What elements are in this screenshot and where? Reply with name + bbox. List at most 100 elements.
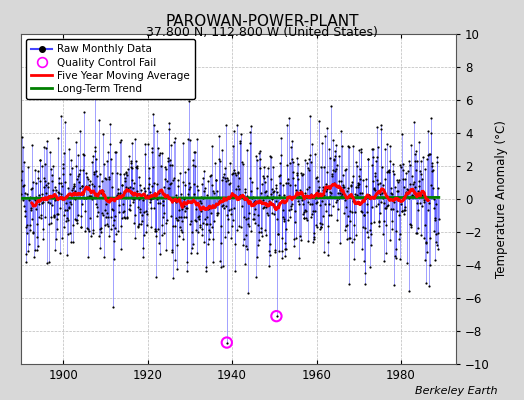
Point bbox=[384, 202, 392, 209]
Point bbox=[47, 166, 56, 172]
Point bbox=[393, 188, 401, 194]
Point bbox=[314, 187, 322, 193]
Point bbox=[344, 185, 352, 191]
Point bbox=[128, 176, 136, 183]
Point bbox=[56, 250, 64, 257]
Point bbox=[291, 187, 300, 193]
Point bbox=[311, 151, 320, 157]
Point bbox=[221, 165, 229, 171]
Point bbox=[114, 186, 123, 192]
Point bbox=[182, 214, 190, 220]
Point bbox=[224, 177, 232, 184]
Point bbox=[422, 280, 430, 286]
Point bbox=[92, 156, 100, 162]
Point bbox=[396, 256, 404, 262]
Point bbox=[326, 192, 334, 199]
Point bbox=[315, 118, 323, 124]
Point bbox=[231, 170, 239, 176]
Point bbox=[71, 196, 79, 202]
Point bbox=[71, 216, 80, 223]
Point bbox=[309, 208, 317, 214]
Point bbox=[37, 190, 46, 197]
Point bbox=[358, 209, 367, 216]
Point bbox=[221, 202, 230, 209]
Point bbox=[310, 236, 318, 242]
Point bbox=[83, 254, 92, 260]
Point bbox=[352, 159, 361, 165]
Point bbox=[106, 226, 115, 232]
Point bbox=[306, 152, 314, 158]
Point bbox=[408, 192, 416, 198]
Point bbox=[45, 220, 53, 227]
Point bbox=[247, 179, 256, 185]
Point bbox=[396, 230, 405, 237]
Point bbox=[166, 162, 174, 168]
Point bbox=[111, 149, 119, 156]
Point bbox=[257, 189, 266, 196]
Point bbox=[347, 208, 356, 215]
Point bbox=[281, 239, 289, 246]
Point bbox=[198, 232, 206, 238]
Point bbox=[409, 193, 417, 199]
Point bbox=[378, 189, 386, 196]
Point bbox=[23, 222, 31, 228]
Point bbox=[232, 193, 241, 200]
Point bbox=[130, 180, 138, 186]
Point bbox=[24, 248, 32, 254]
Point bbox=[38, 163, 46, 169]
Point bbox=[237, 203, 246, 210]
Point bbox=[422, 239, 431, 246]
Point bbox=[295, 201, 303, 207]
Point bbox=[106, 140, 114, 147]
Point bbox=[422, 240, 430, 246]
Point bbox=[20, 182, 28, 188]
Point bbox=[250, 220, 259, 226]
Point bbox=[334, 190, 342, 196]
Point bbox=[235, 192, 244, 198]
Point bbox=[253, 157, 261, 163]
Point bbox=[83, 194, 91, 200]
Point bbox=[156, 150, 164, 156]
Point bbox=[246, 128, 254, 135]
Point bbox=[362, 183, 370, 189]
Point bbox=[69, 239, 77, 246]
Point bbox=[152, 228, 160, 234]
Point bbox=[364, 156, 373, 162]
Point bbox=[194, 214, 203, 220]
Point bbox=[51, 187, 60, 194]
Point bbox=[273, 216, 281, 222]
Point bbox=[176, 170, 184, 177]
Point bbox=[405, 158, 413, 164]
Point bbox=[426, 235, 434, 241]
Point bbox=[383, 169, 391, 176]
Point bbox=[280, 218, 289, 225]
Point bbox=[259, 205, 267, 211]
Point bbox=[145, 165, 154, 171]
Point bbox=[325, 145, 333, 152]
Point bbox=[266, 252, 275, 258]
Point bbox=[48, 202, 56, 208]
Point bbox=[104, 222, 112, 229]
Point bbox=[239, 196, 248, 203]
Point bbox=[306, 113, 314, 120]
Point bbox=[341, 204, 350, 210]
Point bbox=[319, 184, 328, 190]
Point bbox=[418, 176, 426, 183]
Point bbox=[99, 188, 107, 194]
Point bbox=[23, 230, 31, 236]
Point bbox=[217, 223, 225, 229]
Point bbox=[134, 222, 143, 229]
Point bbox=[267, 176, 275, 182]
Point bbox=[288, 138, 296, 145]
Point bbox=[236, 131, 245, 137]
Point bbox=[30, 195, 38, 201]
Point bbox=[179, 235, 187, 242]
Point bbox=[262, 187, 270, 194]
Point bbox=[107, 156, 115, 162]
Point bbox=[209, 236, 217, 242]
Point bbox=[180, 214, 188, 221]
Point bbox=[217, 264, 225, 270]
Point bbox=[41, 214, 50, 220]
Point bbox=[425, 283, 433, 289]
Point bbox=[119, 214, 128, 220]
